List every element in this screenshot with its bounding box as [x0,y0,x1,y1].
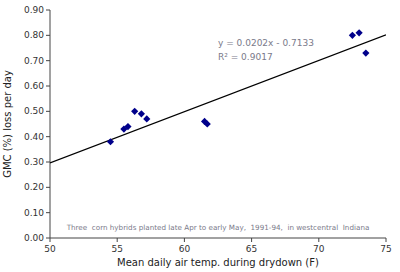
point [356,29,363,36]
x-tick-label: 50 [44,244,56,254]
y-tick [46,238,50,239]
x-axis-line [50,238,386,239]
y-tick-label: 0.80 [24,30,44,40]
y-tick-label: 0.90 [24,5,44,15]
y-tick [46,10,50,11]
y-tick-label: 0.50 [24,106,44,116]
y-tick [46,187,50,188]
x-tick-label: 55 [111,244,122,254]
x-axis-label: Mean daily air temp. during drydown (F) [117,257,319,268]
axes: 50 55 60 65 70 75 0.00 0.10 0.20 0.30 0.40 0.50 0.60… [24,5,392,254]
annotation: Three corn hybrids planted late Apr to e… [66,223,370,232]
y-tick-label: 0.40 [24,132,44,142]
y-tick-label: 0.00 [24,233,44,243]
x-tick-label: 70 [313,244,325,254]
y-tick-label: 0.20 [24,182,44,192]
y-tick-label: 0.70 [24,56,44,66]
regression-line [50,35,386,163]
point [124,123,131,130]
annotation: y = 0.0202x - 0.7133 [218,38,314,48]
x-tick [386,238,387,242]
point [107,138,114,145]
x-tick [318,238,319,242]
y-tick-label: 0.30 [24,157,44,167]
x-tick-label: 75 [380,244,391,254]
y-tick [46,212,50,213]
y-tick [46,111,50,112]
point [143,115,150,122]
point [204,120,211,127]
chart: 50 55 60 65 70 75 0.00 0.10 0.20 0.30 0.40 0.50 0.60… [0,0,400,272]
point [349,32,356,39]
point [131,108,138,115]
y-tick [46,60,50,61]
x-tick [251,238,252,242]
point [138,110,145,117]
plot-area [50,29,386,163]
y-tick-label: 0.10 [24,208,44,218]
y-axis-label: GMC (%) loss per day [2,70,13,178]
x-tick [50,238,51,242]
point [362,49,369,56]
y-tick [46,35,50,36]
x-tick [117,238,118,242]
y-tick-label: 0.60 [24,81,44,91]
x-tick-label: 60 [179,244,191,254]
y-tick [46,136,50,137]
y-axis-line [50,10,51,238]
y-tick [46,162,50,163]
annotation: R² = 0.9017 [218,52,273,62]
x-tick-label: 65 [246,244,257,254]
x-tick [184,238,185,242]
y-tick [46,86,50,87]
